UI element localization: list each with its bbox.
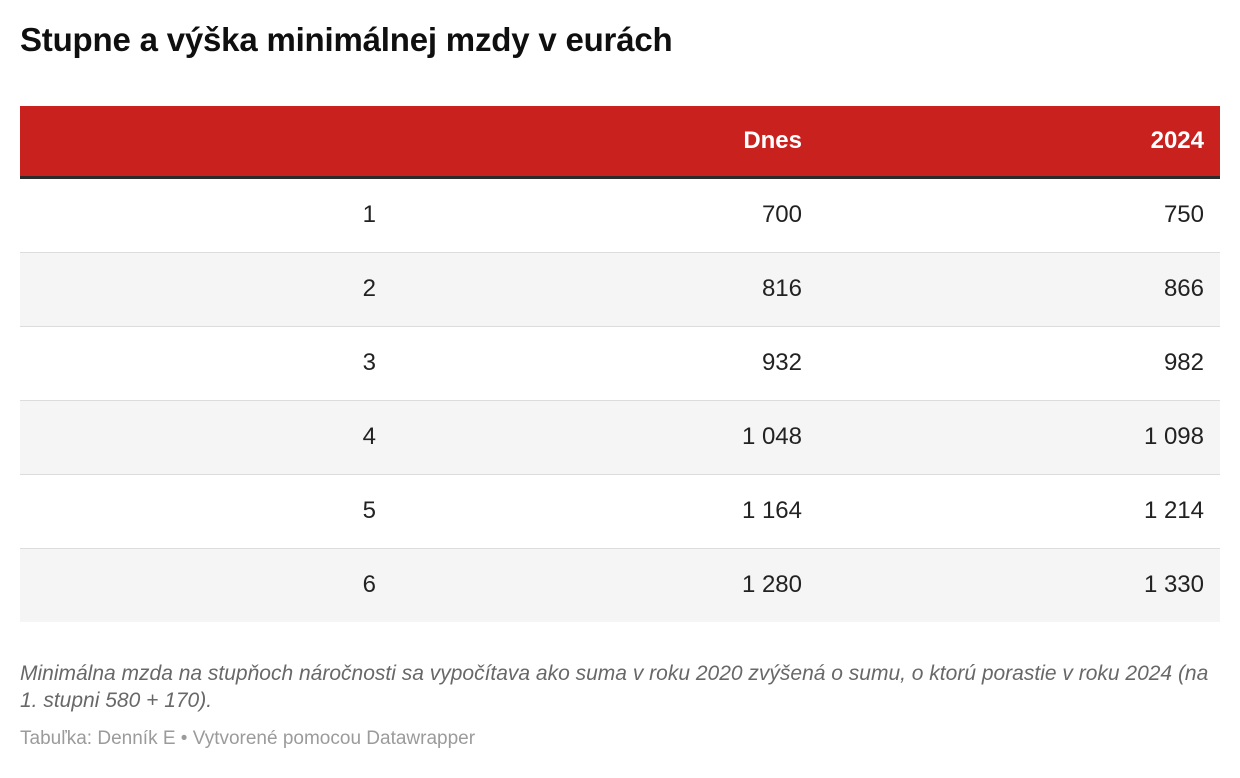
level-cell: 2 — [362, 275, 376, 303]
header-2024: 2024 — [818, 105, 1220, 179]
page-title: Stupne a výška minimálnej mzdy v eurách — [20, 21, 673, 58]
dnes-cell: 1 048 — [741, 423, 802, 451]
table-header-row: Dnes 2024 — [20, 105, 1220, 179]
dnes-cell: 1 280 — [741, 571, 802, 599]
header-level — [20, 105, 392, 179]
level-cell: 1 — [362, 201, 376, 229]
year2024-cell: 750 — [1163, 201, 1204, 229]
dnes-cell: 700 — [761, 201, 802, 229]
header-dnes: Dnes — [392, 105, 818, 179]
level-cell: 6 — [362, 571, 376, 599]
table-row: 3 932 982 — [20, 326, 1220, 400]
table-footnote: Minimálna mzda na stupňoch náročnosti sa… — [20, 661, 1209, 713]
table-row: 1 700 750 — [20, 177, 1220, 252]
level-cell: 4 — [362, 423, 376, 451]
table-row: 6 1 280 1 330 — [20, 548, 1220, 622]
dnes-cell: 816 — [761, 275, 802, 303]
year2024-cell: 1 214 — [1143, 497, 1204, 525]
level-cell: 3 — [362, 349, 376, 377]
table-row: 4 1 048 1 098 — [20, 400, 1220, 475]
year2024-cell: 1 330 — [1143, 571, 1204, 599]
minimum-wage-table: Dnes 2024 1 700 750 2 816 866 3 932 982 … — [20, 105, 1220, 622]
year2024-cell: 982 — [1163, 349, 1204, 377]
source-credit-line: Tabuľka: Denník E • Vytvorené pomocou Da… — [20, 727, 476, 749]
dnes-cell: 932 — [761, 349, 802, 377]
dnes-cell: 1 164 — [741, 497, 802, 525]
year2024-cell: 1 098 — [1143, 423, 1204, 451]
table-row: 2 816 866 — [20, 252, 1220, 327]
table-row: 5 1 164 1 214 — [20, 474, 1220, 548]
year2024-cell: 866 — [1163, 275, 1204, 303]
level-cell: 5 — [362, 497, 376, 525]
